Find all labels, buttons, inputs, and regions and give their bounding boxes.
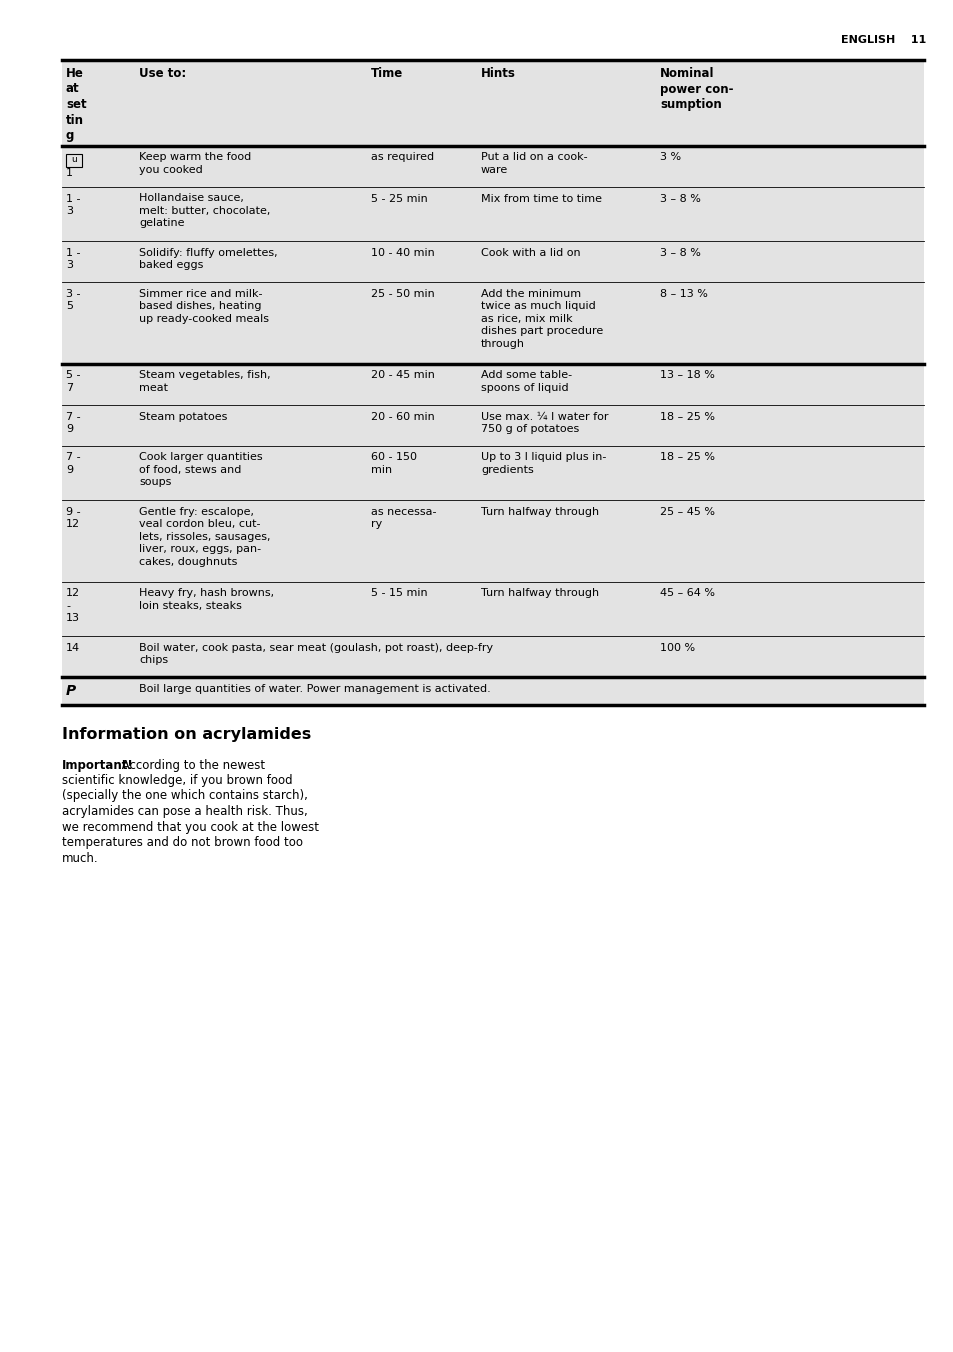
Text: Hollandaise sauce,
melt: butter, chocolate,
gelatine: Hollandaise sauce, melt: butter, chocola… [139,193,270,228]
Text: (specially the one which contains starch),: (specially the one which contains starch… [62,790,308,803]
Text: temperatures and do not brown food too: temperatures and do not brown food too [62,836,303,849]
Text: 8 – 13 %: 8 – 13 % [659,289,707,299]
Text: Important!: Important! [62,758,133,772]
Text: Nominal
power con-
sumption: Nominal power con- sumption [659,68,733,111]
Text: 60 - 150
min: 60 - 150 min [371,453,416,475]
Text: Use max. ¼ l water for
750 g of potatoes: Use max. ¼ l water for 750 g of potatoes [480,411,608,434]
Text: as necessa-
ry: as necessa- ry [371,507,436,530]
Text: Time: Time [371,68,403,80]
Text: Cook with a lid on: Cook with a lid on [480,247,580,258]
Text: much.: much. [62,852,98,864]
Text: we recommend that you cook at the lowest: we recommend that you cook at the lowest [62,821,318,833]
Text: P: P [66,684,76,698]
Text: Add the minimum
twice as much liquid
as rice, mix milk
dishes part procedure
thr: Add the minimum twice as much liquid as … [480,289,602,349]
Text: Use to:: Use to: [139,68,186,80]
Text: 5 - 15 min: 5 - 15 min [371,588,427,599]
Text: Mix from time to time: Mix from time to time [480,193,601,204]
Text: 100 %: 100 % [659,644,695,653]
Text: 5 - 25 min: 5 - 25 min [371,193,427,204]
Text: 5 -
7: 5 - 7 [66,370,80,393]
Text: 1: 1 [66,168,73,178]
Text: Up to 3 l liquid plus in-
gredients: Up to 3 l liquid plus in- gredients [480,453,606,475]
Text: 7 -
9: 7 - 9 [66,453,81,475]
Text: 3 – 8 %: 3 – 8 % [659,193,700,204]
Text: Boil water, cook pasta, sear meat (goulash, pot roast), deep-fry
chips: Boil water, cook pasta, sear meat (goula… [139,644,493,665]
Text: Boil large quantities of water. Power management is activated.: Boil large quantities of water. Power ma… [139,684,490,694]
Text: 10 - 40 min: 10 - 40 min [371,247,435,258]
Text: Solidify: fluffy omelettes,
baked eggs: Solidify: fluffy omelettes, baked eggs [139,247,277,270]
Text: 45 – 64 %: 45 – 64 % [659,588,714,599]
Text: 14: 14 [66,644,80,653]
Text: 3 – 8 %: 3 – 8 % [659,247,700,258]
Text: Information on acrylamides: Information on acrylamides [62,726,311,741]
Text: Cook larger quantities
of food, stews and
soups: Cook larger quantities of food, stews an… [139,453,262,487]
Text: 18 – 25 %: 18 – 25 % [659,453,714,462]
Text: 18 – 25 %: 18 – 25 % [659,411,714,422]
Text: Simmer rice and milk-
based dishes, heating
up ready-cooked meals: Simmer rice and milk- based dishes, heat… [139,289,269,323]
Text: 1 -
3: 1 - 3 [66,247,80,270]
Text: According to the newest: According to the newest [118,758,265,772]
Bar [62,59,923,704]
Text: Add some table-
spoons of liquid: Add some table- spoons of liquid [480,370,572,393]
Text: Steam potatoes: Steam potatoes [139,411,227,422]
Text: 20 - 60 min: 20 - 60 min [371,411,435,422]
Text: 7 -
9: 7 - 9 [66,411,81,434]
Text: 12
-
13: 12 - 13 [66,588,80,623]
Text: Heavy fry, hash browns,
loin steaks, steaks: Heavy fry, hash browns, loin steaks, ste… [139,588,274,611]
Text: 3 %: 3 % [659,153,680,162]
Text: 25 – 45 %: 25 – 45 % [659,507,714,516]
Text: Turn halfway through: Turn halfway through [480,507,598,516]
Text: 25 - 50 min: 25 - 50 min [371,289,435,299]
Bar [66,154,82,166]
Text: He
at
set
tin
g: He at set tin g [66,68,87,142]
Text: Put a lid on a cook-
ware: Put a lid on a cook- ware [480,153,587,174]
Text: as required: as required [371,153,434,162]
Text: acrylamides can pose a health risk. Thus,: acrylamides can pose a health risk. Thus… [62,804,308,818]
Text: scientific knowledge, if you brown food: scientific knowledge, if you brown food [62,773,293,787]
Text: 20 - 45 min: 20 - 45 min [371,370,435,380]
Text: u: u [71,155,77,165]
Text: Gentle fry: escalope,
veal cordon bleu, cut-
lets, rissoles, sausages,
liver, ro: Gentle fry: escalope, veal cordon bleu, … [139,507,271,566]
Text: 3 -
5: 3 - 5 [66,289,80,311]
Text: Hints: Hints [480,68,516,80]
Text: 9 -
12: 9 - 12 [66,507,81,530]
Text: Keep warm the food
you cooked: Keep warm the food you cooked [139,153,251,174]
Text: 1 -
3: 1 - 3 [66,193,80,216]
Text: ENGLISH    11: ENGLISH 11 [840,35,925,45]
Text: Turn halfway through: Turn halfway through [480,588,598,599]
Text: 13 – 18 %: 13 – 18 % [659,370,714,380]
Text: Steam vegetables, fish,
meat: Steam vegetables, fish, meat [139,370,271,393]
